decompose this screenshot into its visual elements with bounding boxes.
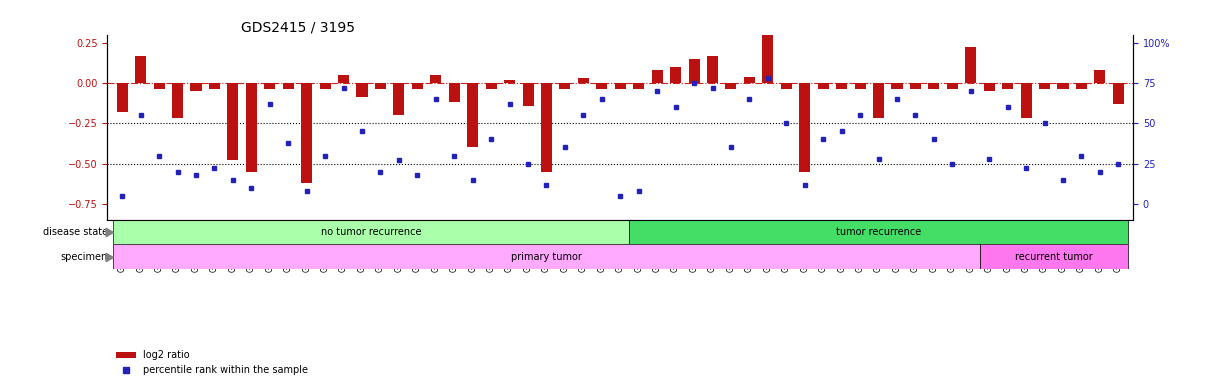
Text: specimen: specimen: [61, 252, 107, 262]
Bar: [302, 83, 313, 183]
Bar: [320, 83, 331, 89]
Bar: [172, 83, 183, 118]
Bar: [1076, 83, 1087, 89]
Bar: [411, 83, 422, 89]
Bar: [190, 83, 201, 91]
Bar: [448, 83, 460, 102]
Bar: [136, 56, 147, 83]
Bar: [486, 83, 497, 89]
Bar: [800, 83, 811, 172]
Bar: [1094, 70, 1105, 83]
Bar: [818, 83, 829, 89]
Bar: [780, 83, 792, 89]
Bar: [504, 80, 515, 83]
Bar: [966, 48, 977, 83]
Bar: [596, 83, 607, 89]
Bar: [744, 76, 755, 83]
Bar: [980, 245, 1127, 269]
Bar: [430, 75, 441, 83]
Bar: [1057, 83, 1068, 89]
Bar: [873, 83, 884, 118]
Bar: [264, 83, 275, 89]
Bar: [114, 220, 630, 245]
Bar: [855, 83, 866, 89]
Bar: [689, 59, 700, 83]
Bar: [117, 83, 128, 112]
Bar: [1002, 83, 1013, 89]
Bar: [114, 245, 980, 269]
Bar: [614, 83, 626, 89]
Bar: [891, 83, 902, 89]
Bar: [209, 83, 220, 89]
Bar: [1039, 83, 1050, 89]
Bar: [836, 83, 847, 89]
Bar: [634, 83, 645, 89]
Bar: [393, 83, 404, 115]
Bar: [283, 83, 294, 89]
Bar: [1021, 83, 1032, 118]
Bar: [984, 83, 995, 91]
Bar: [559, 83, 570, 89]
Bar: [578, 78, 589, 83]
Bar: [227, 83, 238, 161]
Bar: [707, 56, 718, 83]
Bar: [245, 83, 256, 172]
Text: primary tumor: primary tumor: [512, 252, 582, 262]
Bar: [523, 83, 534, 106]
Text: no tumor recurrence: no tumor recurrence: [321, 227, 421, 237]
Text: recurrent tumor: recurrent tumor: [1015, 252, 1093, 262]
Bar: [154, 83, 165, 89]
Text: disease state: disease state: [43, 227, 107, 237]
Bar: [652, 70, 663, 83]
Bar: [725, 83, 736, 89]
Legend: log2 ratio, percentile rank within the sample: log2 ratio, percentile rank within the s…: [112, 346, 313, 379]
Bar: [670, 67, 681, 83]
Bar: [630, 220, 1127, 245]
Bar: [928, 83, 939, 89]
Bar: [1112, 83, 1123, 104]
Bar: [375, 83, 386, 89]
Bar: [541, 83, 552, 172]
Bar: [338, 75, 349, 83]
Bar: [946, 83, 957, 89]
Text: GDS2415 / 3195: GDS2415 / 3195: [241, 21, 355, 35]
Bar: [762, 35, 773, 83]
Text: tumor recurrence: tumor recurrence: [836, 227, 921, 237]
Bar: [910, 83, 921, 89]
Bar: [357, 83, 368, 98]
Bar: [468, 83, 479, 147]
